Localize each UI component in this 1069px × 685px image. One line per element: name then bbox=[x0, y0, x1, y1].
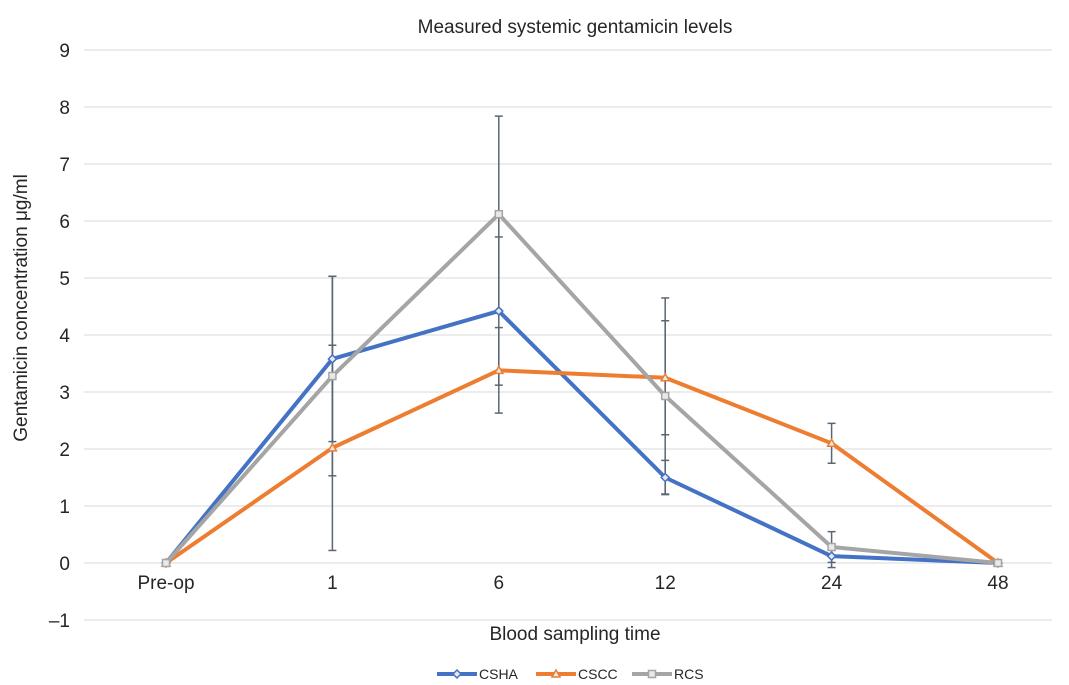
y-tick-label: 8 bbox=[59, 98, 70, 119]
data-point-rcs bbox=[827, 542, 836, 552]
y-axis-ticks: –1 0 1 2 3 4 5 6 7 8 9 bbox=[49, 41, 71, 632]
y-tick-label: 6 bbox=[59, 212, 70, 233]
legend-marker bbox=[451, 668, 463, 680]
chart-title: Measured systemic gentamicin levels bbox=[418, 17, 733, 38]
gridlines bbox=[84, 49, 1052, 621]
series-line-rcs bbox=[164, 212, 1000, 565]
error-bars bbox=[328, 115, 836, 569]
data-point-csha bbox=[826, 551, 837, 562]
x-tick-label: 24 bbox=[821, 573, 843, 594]
y-tick-label: 5 bbox=[59, 269, 70, 290]
series-line-cscc bbox=[164, 368, 1000, 565]
y-axis-title: Gentamicin concentration μg/ml bbox=[11, 174, 32, 442]
data-point-cscc bbox=[826, 437, 837, 448]
x-axis-ticks: Pre-op 1 6 12 24 48 bbox=[137, 573, 1008, 594]
data-point-csha bbox=[660, 472, 671, 483]
series-markers bbox=[160, 209, 1004, 569]
y-tick-label: 7 bbox=[59, 155, 70, 176]
legend-label: CSHA bbox=[479, 666, 519, 682]
series-line-csha bbox=[164, 309, 1000, 565]
y-tick-label: 4 bbox=[59, 326, 70, 347]
x-tick-label: 12 bbox=[655, 573, 676, 594]
legend-item-rcs: RCS bbox=[632, 666, 704, 682]
x-tick-label: 48 bbox=[987, 573, 1008, 594]
y-tick-label: 1 bbox=[59, 497, 70, 518]
y-tick-label: –1 bbox=[49, 611, 70, 632]
data-point-rcs bbox=[660, 391, 670, 401]
x-tick-label: 6 bbox=[494, 573, 505, 594]
legend-marker bbox=[550, 668, 562, 678]
y-tick-label: 0 bbox=[59, 554, 70, 575]
data-point-cscc bbox=[659, 372, 671, 382]
legend-label: RCS bbox=[674, 666, 704, 682]
x-tick-label: 1 bbox=[327, 573, 338, 594]
series-lines bbox=[164, 212, 1000, 565]
x-tick-label: Pre-op bbox=[137, 573, 194, 594]
data-point-rcs bbox=[161, 558, 171, 568]
x-axis-title: Blood sampling time bbox=[489, 624, 660, 645]
data-point-rcs bbox=[328, 371, 337, 381]
legend-item-cscc: CSCC bbox=[536, 666, 618, 682]
data-point-rcs bbox=[494, 209, 504, 219]
legend-item-csha: CSHA bbox=[437, 666, 519, 682]
data-point-cscc bbox=[493, 364, 505, 375]
data-point-rcs bbox=[993, 558, 1003, 568]
legend-marker bbox=[647, 669, 657, 679]
y-tick-label: 3 bbox=[59, 383, 70, 404]
legend: CSHA CSCC RCS bbox=[437, 666, 704, 682]
data-point-csha bbox=[327, 353, 338, 365]
data-point-csha bbox=[493, 305, 504, 317]
y-tick-label: 9 bbox=[59, 41, 70, 62]
data-point-cscc bbox=[327, 442, 338, 452]
y-tick-label: 2 bbox=[59, 440, 70, 461]
legend-label: CSCC bbox=[578, 666, 618, 682]
